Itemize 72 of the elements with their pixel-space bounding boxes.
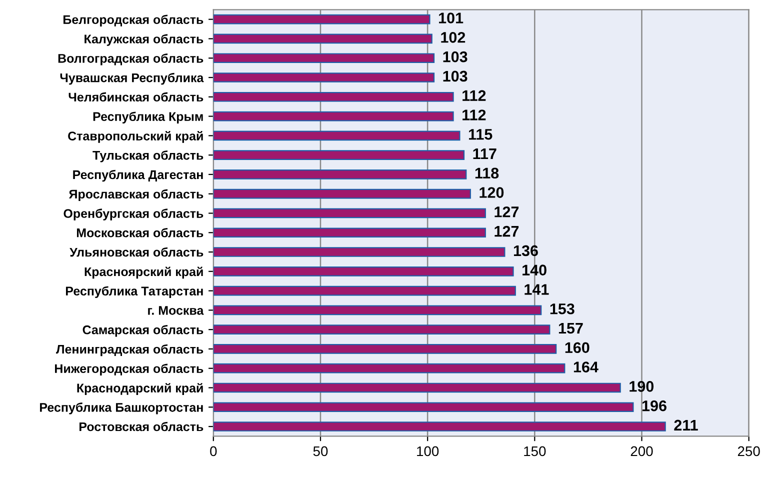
bar	[213, 72, 435, 82]
x-tick-label: 0	[210, 446, 217, 456]
data-label: 112	[462, 90, 486, 101]
y-tick-label: Краснодарский край	[77, 383, 203, 395]
y-tick-label: Нижегородская область	[55, 364, 204, 376]
data-label: 153	[550, 303, 574, 314]
bar	[213, 228, 486, 238]
data-label: 211	[674, 420, 698, 430]
bar	[213, 92, 454, 102]
bar	[213, 247, 506, 257]
y-tick-label: Чувашская Республика	[60, 72, 204, 85]
x-tick-label: 150	[524, 446, 546, 456]
bar	[213, 150, 465, 160]
bar	[213, 266, 514, 276]
bar	[213, 53, 435, 64]
y-tick-label: Красноярский край	[84, 266, 203, 279]
y-tick-label: г. Москва	[148, 306, 204, 315]
data-label: 117	[473, 148, 496, 160]
data-label: 136	[514, 245, 538, 256]
data-label: 118	[475, 168, 499, 179]
y-tick-label: Тульская область	[92, 150, 204, 162]
bar	[213, 111, 454, 122]
data-label: 103	[443, 51, 468, 62]
data-label: 101	[439, 12, 464, 24]
y-tick-label: Ярославская область	[68, 189, 204, 202]
bar	[213, 14, 430, 24]
y-tick-label: Республика Дагестан	[73, 170, 203, 182]
data-label: 112	[462, 110, 486, 120]
bar	[213, 286, 516, 296]
y-tick-label: Ульяновская область	[70, 247, 204, 257]
x-tick-label: 50	[313, 446, 328, 456]
data-label: 160	[565, 342, 590, 354]
data-label: 141	[524, 284, 549, 295]
data-label: 115	[469, 129, 492, 140]
bar	[213, 402, 634, 412]
bar	[213, 208, 486, 218]
bar	[213, 344, 557, 354]
data-label: 190	[630, 381, 654, 392]
y-tick-label: Челябинская область	[68, 92, 204, 102]
bar	[213, 422, 666, 432]
data-label: 103	[443, 70, 468, 82]
x-tick-label: 250	[738, 446, 760, 456]
y-tick-label: Республика Крым	[93, 112, 203, 124]
bar	[213, 363, 566, 374]
data-label: 157	[558, 323, 583, 334]
y-tick-label: Московская область	[76, 228, 204, 238]
x-tick-label: 100	[417, 446, 439, 456]
data-label: 140	[522, 264, 546, 276]
data-label: 102	[441, 32, 466, 43]
data-label: 127	[494, 226, 519, 237]
data-label: 196	[642, 400, 666, 412]
y-tick-label: Белгородская область	[63, 14, 204, 27]
bar	[213, 324, 550, 334]
bar	[213, 382, 621, 393]
y-tick-label: Республика Башкортостан	[40, 402, 203, 414]
bar	[213, 34, 432, 44]
y-tick-label: Ставропольский край	[68, 131, 203, 143]
data-label: 164	[574, 362, 598, 372]
bar	[213, 305, 542, 316]
data-label: 127	[494, 206, 519, 218]
bar	[213, 188, 471, 199]
y-tick-label: Ленинградская область	[56, 344, 204, 356]
bar	[213, 170, 467, 180]
bar	[213, 130, 460, 141]
y-tick-label: Калужская область	[84, 34, 204, 46]
x-tick-label: 200	[630, 446, 653, 456]
y-tick-label: Республика Татарстан	[66, 286, 203, 298]
y-tick-label: Волгоградская область	[58, 54, 204, 66]
y-tick-label: Ростовская область	[80, 422, 204, 432]
y-tick-label: Самарская область	[82, 324, 204, 337]
data-label: 120	[480, 187, 504, 198]
y-tick-label: Оренбургская область	[64, 208, 204, 220]
